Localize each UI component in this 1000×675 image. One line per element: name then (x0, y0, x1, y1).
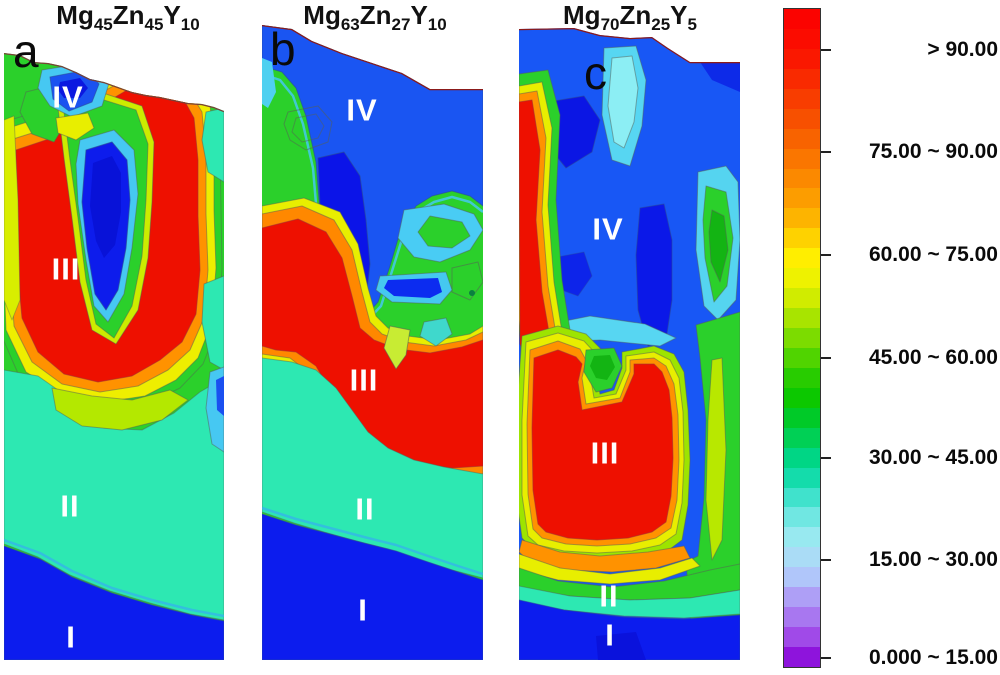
colorbar-label-gt90: > 90.00 (927, 38, 998, 61)
colorbar-segment (784, 427, 820, 448)
region-label-c-IV: IV (592, 211, 624, 247)
colorbar-tick (821, 254, 831, 256)
colorbar-segment (784, 587, 820, 608)
colorbar-segment (784, 108, 820, 129)
colorbar (783, 8, 821, 668)
colorbar-segment (784, 627, 820, 647)
region-label-c-II: II (599, 578, 619, 614)
colorbar-segment (784, 387, 820, 408)
panel-c-title: Mg70Zn25Y5 (563, 0, 697, 35)
colorbar-label-15-30: 15.00 ~ 30.00 (868, 548, 998, 571)
panel-a-contour-map (4, 53, 224, 660)
panel-c-letter: c (584, 47, 607, 99)
colorbar-segment (784, 88, 820, 109)
colorbar-tick (821, 357, 831, 359)
colorbar-segment (784, 208, 820, 229)
colorbar-segment (784, 188, 820, 209)
colorbar-segment (784, 367, 820, 388)
region-label-c-III: III (590, 435, 620, 471)
colorbar-segment (784, 308, 820, 328)
colorbar-label-0-15: 0.000 ~ 15.00 (868, 646, 998, 669)
colorbar-segment (784, 647, 820, 667)
region-label-b-II: II (355, 491, 375, 527)
panel-c-contour-map (519, 28, 740, 660)
colorbar-segment (784, 128, 820, 149)
colorbar-segment (784, 527, 820, 548)
colorbar-segment (784, 28, 820, 49)
panel-b-contour-map (262, 25, 483, 660)
colorbar-segment (784, 447, 820, 468)
region-label-a-II: II (60, 488, 80, 524)
colorbar-segment (784, 48, 820, 69)
colorbar-segment (784, 467, 820, 488)
panel-a-title: Mg45Zn45Y10 (56, 0, 200, 35)
colorbar-tick (821, 559, 831, 561)
colorbar-segment (784, 347, 820, 368)
colorbar-segment (784, 487, 820, 508)
colorbar-tick (821, 657, 831, 659)
colorbar-segment (784, 328, 820, 348)
colorbar-segment (784, 507, 820, 528)
colorbar-segment (784, 268, 820, 289)
region-label-b-IV: IV (346, 92, 378, 128)
colorbar-segment (784, 68, 820, 89)
panel-b-letter: b (270, 23, 296, 75)
colorbar-segment (784, 567, 820, 588)
colorbar-segment (784, 9, 820, 29)
region-label-a-III: III (51, 251, 81, 287)
colorbar-label-75-90: 75.00 ~ 90.00 (868, 140, 998, 163)
colorbar-segment (784, 547, 820, 568)
region-label-a-I: I (66, 619, 76, 655)
colorbar-segment (784, 228, 820, 249)
colorbar-segment (784, 288, 820, 309)
colorbar-label-60-75: 60.00 ~ 75.00 (868, 243, 998, 266)
colorbar-segment (784, 168, 820, 189)
colorbar-segment (784, 607, 820, 628)
panel-b-title: Mg63Zn27Y10 (303, 0, 447, 35)
colorbar-tick (821, 151, 831, 153)
colorbar-segment (784, 248, 820, 269)
colorbar-segment (784, 407, 820, 428)
colorbar-segment (784, 148, 820, 169)
region-label-b-III: III (349, 362, 379, 398)
panel-a-letter: a (13, 25, 39, 77)
colorbar-tick (821, 457, 831, 459)
region-label-a-IV: IV (52, 79, 84, 115)
colorbar-tick (821, 49, 831, 51)
region-label-b-I: I (358, 592, 368, 628)
colorbar-label-45-60: 45.00 ~ 60.00 (868, 346, 998, 369)
region-label-c-I: I (605, 617, 615, 653)
colorbar-label-30-45: 30.00 ~ 45.00 (868, 446, 998, 469)
